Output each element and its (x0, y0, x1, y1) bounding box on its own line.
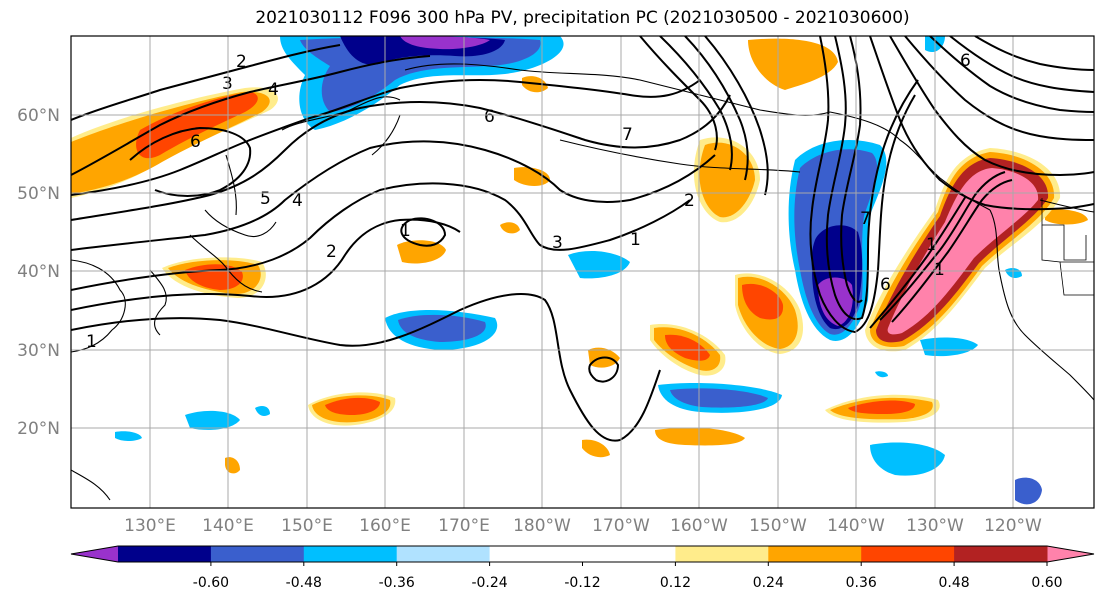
colorbar-tick-label: 0.36 (846, 575, 877, 591)
coastlines (71, 63, 1094, 501)
colorbar-segment (675, 546, 769, 562)
lon-label: 130°W (906, 516, 964, 536)
contour-label: 4 (292, 191, 303, 211)
contour-label: 1 (934, 260, 945, 280)
contour-label: 7 (622, 125, 633, 145)
contour-label: 1 (630, 230, 641, 250)
lon-label: 150°W (749, 516, 807, 536)
lon-label: 160°E (359, 516, 411, 536)
lon-label: 120°W (984, 516, 1042, 536)
colorbar-extend-min (71, 546, 118, 562)
lat-label: 40°N (17, 262, 60, 282)
lon-label: 180°W (513, 516, 571, 536)
map-title: 2021030112 F096 300 hPa PV, precipitatio… (255, 8, 910, 28)
political-boundaries (1041, 198, 1094, 296)
lon-label: 150°E (281, 516, 333, 536)
contour-label: 4 (268, 80, 279, 100)
contour-label: 3 (222, 74, 233, 94)
colorbar-segment (861, 546, 955, 562)
graticule (71, 36, 1094, 508)
contour-label: 6 (880, 275, 891, 295)
lat-label: 20°N (17, 419, 60, 439)
contour-label: 2 (684, 191, 695, 211)
colorbar-segment (489, 546, 583, 562)
colorbar-extend-max (1047, 546, 1094, 562)
contour-label: 3 (552, 233, 563, 253)
pv-contours (71, 36, 1094, 442)
contour-label: 2 (236, 52, 247, 72)
lon-label: 140°W (827, 516, 885, 536)
colorbar-segment (768, 546, 862, 562)
colorbar-segment (303, 546, 398, 562)
lon-label: 170°W (592, 516, 650, 536)
lon-label: 160°W (670, 516, 728, 536)
lat-label: 30°N (17, 341, 60, 361)
lon-label: 170°E (438, 516, 490, 536)
contour-label: 7 (860, 209, 871, 229)
colorbar-outline (70, 545, 1095, 563)
contour-label: 5 (260, 189, 271, 209)
contour-label: 1 (86, 332, 97, 352)
colorbar-segment (118, 546, 212, 562)
map-border (70, 35, 1095, 509)
lon-label: 130°E (124, 516, 176, 536)
colorbar-tick-label: -0.48 (286, 575, 322, 591)
colorbar-tick-label: 0.12 (660, 575, 691, 591)
contour-label: 1 (400, 221, 411, 241)
lat-label: 60°N (17, 106, 60, 126)
lat-label: 50°N (17, 184, 60, 204)
contour-label: 6 (190, 132, 201, 152)
colorbar-segment (954, 546, 1048, 562)
lon-label: 140°E (202, 516, 254, 536)
colorbar-segments (118, 546, 1048, 562)
colorbar-tick-label: 0.60 (1031, 575, 1062, 591)
contour-labels: 2 3 4 6 6 5 4 1 2 3 1 2 7 1 6 7 1 6 1 (86, 51, 971, 352)
colorbar-segment (210, 546, 305, 562)
colorbar-segment (582, 546, 676, 562)
colorbar-tick-label: -0.60 (193, 575, 229, 591)
contour-label: 6 (960, 51, 971, 71)
colorbar-tick-label: -0.36 (379, 575, 415, 591)
map-content: 2 3 4 6 6 5 4 1 2 3 1 2 7 1 6 7 1 6 1 (71, 36, 1094, 508)
colorbar-tick-label: -0.24 (471, 575, 507, 591)
colorbar: -0.60 -0.48 -0.36 -0.24 -0.12 0.12 0.24 0.36 0.4… (70, 545, 1095, 591)
longitude-labels: 130°E 140°E 150°E 160°E 170°E 180°W 170°… (124, 516, 1042, 536)
contour-label: 1 (926, 235, 937, 255)
contour-label: 2 (326, 242, 337, 262)
latitude-labels: 60°N 50°N 40°N 30°N 20°N (17, 106, 60, 439)
colorbar-ticks: -0.60 -0.48 -0.36 -0.24 -0.12 0.12 0.24 0.36 0.4… (193, 562, 1063, 591)
contour-label: 6 (484, 107, 495, 127)
colorbar-tick-label: 0.48 (939, 575, 970, 591)
colorbar-segment (396, 546, 491, 562)
colorbar-tick-label: -0.12 (564, 575, 600, 591)
colorbar-tick-label: 0.24 (753, 575, 784, 591)
